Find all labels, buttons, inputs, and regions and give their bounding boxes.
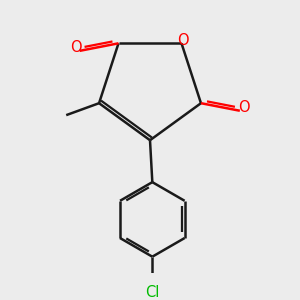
Text: O: O: [238, 100, 249, 115]
Text: O: O: [177, 33, 189, 48]
Text: O: O: [70, 40, 82, 55]
Text: Cl: Cl: [145, 285, 160, 300]
